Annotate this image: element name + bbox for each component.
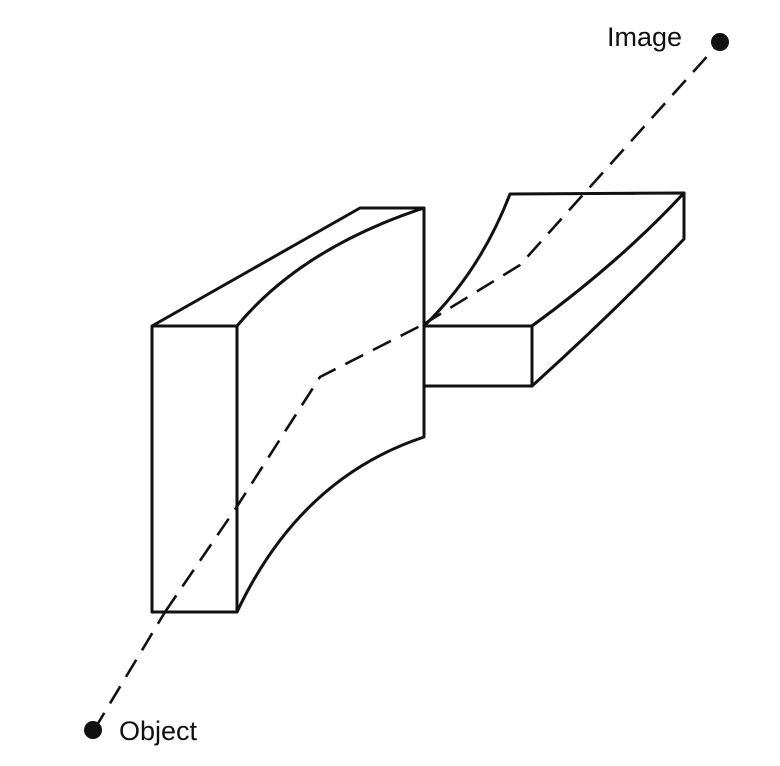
rear-cylindrical-lens bbox=[422, 191, 686, 388]
object-label: Object bbox=[119, 716, 198, 746]
object-point bbox=[84, 721, 102, 739]
ray-segment-between-lenses bbox=[423, 41, 721, 326]
image-point bbox=[711, 33, 729, 51]
ray-segment-through-front-lens bbox=[163, 322, 425, 613]
front-cylindrical-lens bbox=[150, 206, 426, 614]
ray-path bbox=[92, 611, 167, 731]
ray-segment-object-side bbox=[92, 611, 167, 731]
front-lens-front-face bbox=[150, 324, 239, 614]
rear-lens-front-face bbox=[422, 324, 534, 388]
image-label: Image bbox=[607, 22, 683, 52]
